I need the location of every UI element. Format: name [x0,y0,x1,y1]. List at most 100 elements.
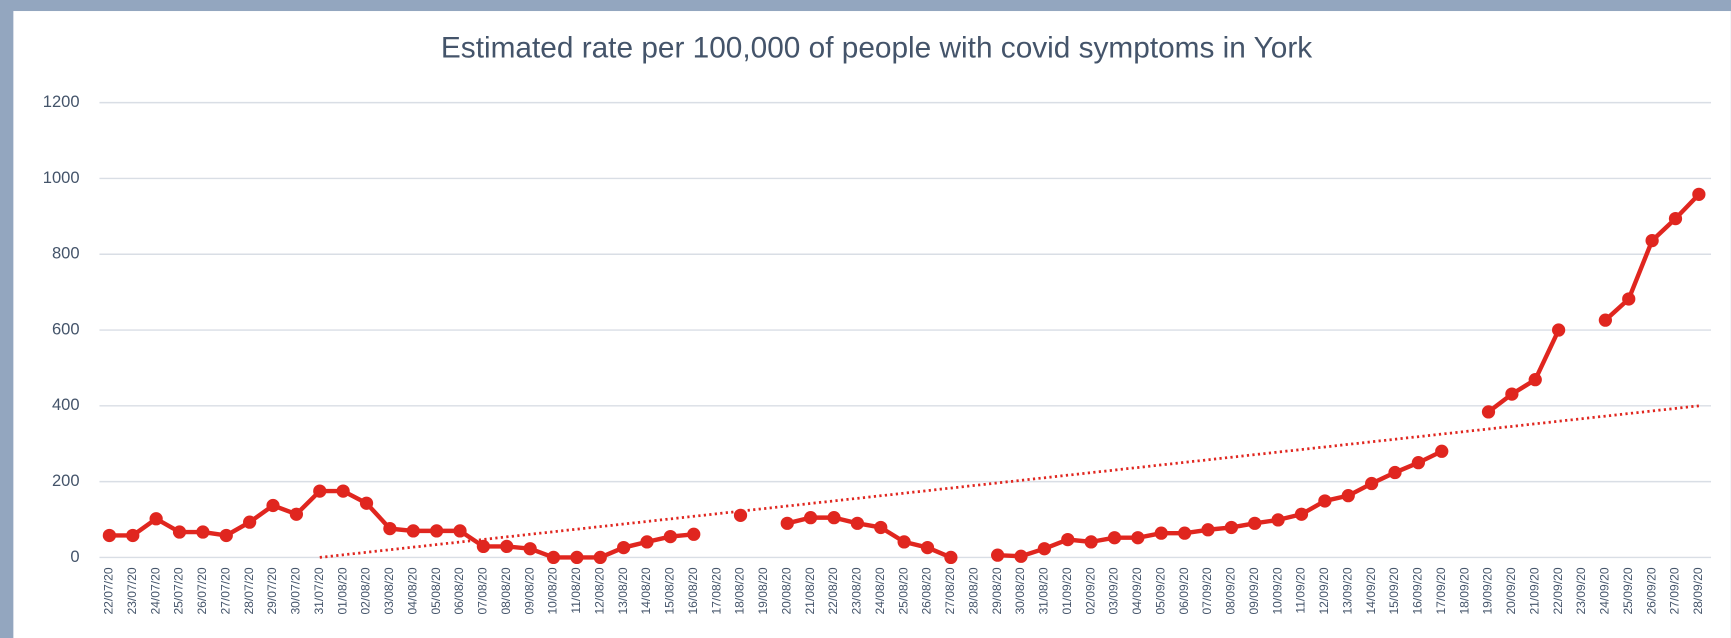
data-point [663,529,678,544]
x-tick-label: 06/09/20 [1177,567,1191,614]
x-tick-label: 07/09/20 [1200,567,1214,614]
x-tick-label: 24/07/20 [148,567,162,614]
x-tick-label: 23/09/20 [1574,567,1588,614]
x-tick-label: 04/09/20 [1130,567,1144,614]
data-point [991,548,1005,562]
data-point [336,484,350,498]
x-tick-label: 04/08/20 [405,567,419,614]
data-point [430,524,444,538]
x-tick-label: 16/08/20 [686,567,700,614]
x-tick-label: 31/07/20 [312,567,326,614]
x-tick-label: 20/08/20 [779,567,793,614]
x-tick-label: 01/09/20 [1060,567,1074,614]
data-point [687,527,701,541]
data-point [523,542,537,556]
x-tick-label: 26/08/20 [920,567,934,614]
data-point [1692,187,1706,201]
data-point [1552,323,1566,337]
x-tick-label: 22/08/20 [826,567,840,614]
data-point [1084,535,1098,549]
data-point [289,507,304,521]
data-point [1014,549,1028,563]
x-tick-label: 16/09/20 [1411,567,1425,614]
x-tick-label: 14/09/20 [1364,567,1378,614]
x-tick-label: 25/07/20 [172,567,186,614]
x-tick-label: 02/09/20 [1083,567,1097,614]
data-point [1061,532,1075,547]
x-tick-label: 15/09/20 [1387,567,1401,614]
data-point [1481,405,1496,419]
x-tick-label: 03/08/20 [382,567,396,614]
y-tick-label: 0 [70,547,79,566]
x-tick-label: 08/09/20 [1224,567,1238,614]
x-tick-label: 01/08/20 [335,567,349,614]
x-tick-label: 11/08/20 [569,567,583,614]
data-point [593,550,607,565]
grid: 0 200 400 600 800 1000 1200 22/07/20 23/07/20 24/… [43,92,1712,615]
x-tick-label: 05/08/20 [429,567,443,614]
x-tick-label: 30/07/20 [289,567,303,614]
data-point [406,524,420,538]
x-tick-label: 25/08/20 [896,567,910,614]
x-tick-label: 28/07/20 [242,567,256,614]
data-point [1598,313,1612,327]
x-tick-label: 02/08/20 [359,567,373,614]
x-tick-label: 09/08/20 [522,567,536,614]
chart-panel [13,11,1731,638]
data-point [944,550,958,565]
x-tick-label: 12/09/20 [1317,567,1331,614]
x-tick-label: 18/08/20 [733,567,747,614]
data-point [546,550,561,565]
data-point [243,515,257,529]
data-point [1645,233,1659,248]
x-tick-label: 31/08/20 [1037,567,1051,614]
x-tick-label: 03/09/20 [1107,567,1121,614]
data-point [1248,516,1262,530]
x-tick-label: 08/08/20 [499,567,513,614]
x-tick-label: 21/08/20 [803,567,817,614]
x-tick-label: 29/07/20 [265,567,279,614]
data-point [1131,531,1145,545]
x-tick-label: 26/09/20 [1644,567,1658,614]
data-point [1388,465,1402,480]
x-tick-label: 19/08/20 [756,567,770,614]
data-point [383,521,397,536]
data-point [733,508,748,522]
data-point [804,511,818,525]
x-tick-label: 09/09/20 [1247,567,1261,614]
x-tick-label: 14/08/20 [639,567,653,614]
x-tick-label: 05/09/20 [1153,567,1167,614]
x-tick-label: 24/09/20 [1598,567,1612,614]
data-point [1107,531,1122,545]
x-tick-label: 25/09/20 [1621,567,1635,614]
data-point [1668,211,1683,226]
x-tick-label: 20/09/20 [1504,567,1518,614]
x-tick-label: 19/09/20 [1481,567,1495,614]
chart-title: Estimated rate per 100,000 of people wit… [441,32,1312,65]
data-point [850,516,865,530]
x-tick-label: 18/09/20 [1457,567,1471,614]
x-tick-label: 29/08/20 [990,567,1004,614]
data-point [266,498,280,513]
data-point [1411,456,1425,470]
data-point [570,550,584,565]
x-tick-label: 21/09/20 [1527,567,1541,614]
x-tick-label: 26/07/20 [195,567,209,614]
x-tick-label: 27/08/20 [943,567,957,614]
data-point [1622,292,1636,306]
data-point [172,525,187,539]
data-line [109,192,1701,560]
x-tick-label: 28/09/20 [1691,567,1705,614]
x-tick-label: 17/08/20 [709,567,723,614]
data-point [1528,373,1542,387]
data-point [1435,444,1449,458]
data-point [500,539,514,554]
data-point [1341,489,1355,503]
data-point [920,540,935,555]
x-tick-label: 23/07/20 [125,567,139,614]
data-point [1154,526,1168,540]
x-tick-label: 10/09/20 [1270,567,1284,614]
data-point [1271,513,1285,527]
y-tick-label: 200 [52,471,80,490]
